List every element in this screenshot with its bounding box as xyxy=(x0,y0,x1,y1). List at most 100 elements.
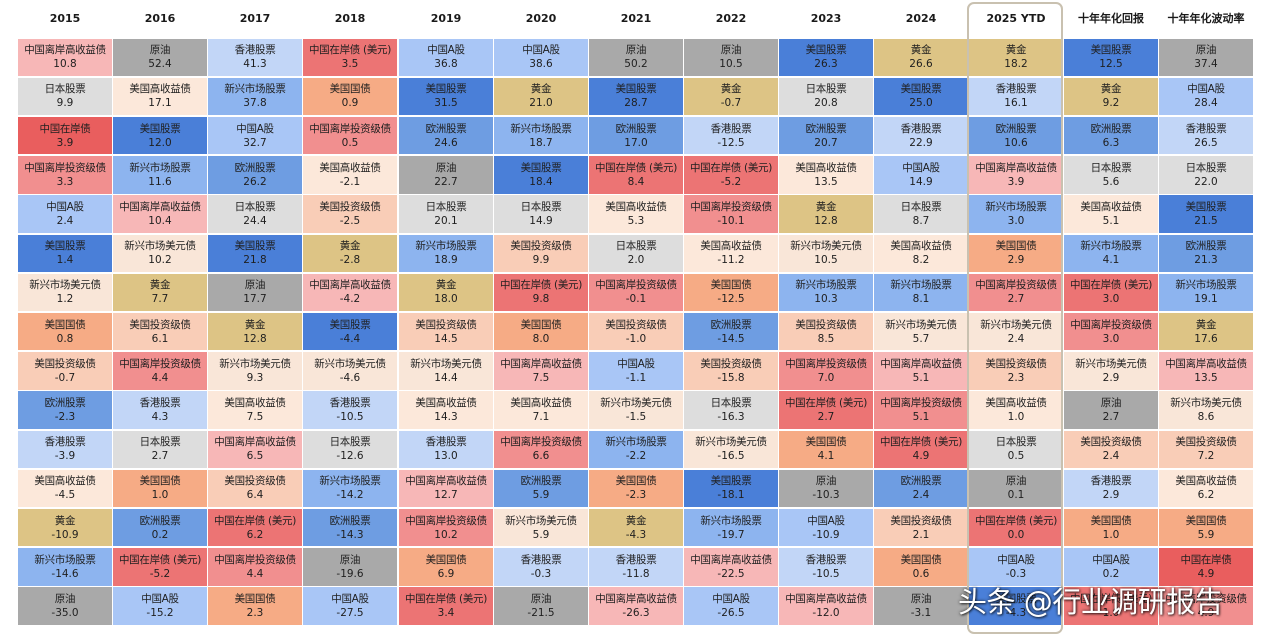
asset-name: 美国投资级债 xyxy=(129,318,190,332)
asset-name: 美国国债 xyxy=(330,82,371,96)
return-value: 1.0 xyxy=(152,488,169,502)
asset-name: 欧洲股票 xyxy=(521,474,562,488)
return-value: 37.8 xyxy=(243,96,266,110)
asset-name: 新兴市场美元债 xyxy=(1170,396,1241,410)
return-value: 2.4 xyxy=(1008,332,1025,346)
return-value: -19.6 xyxy=(336,567,363,581)
quilt-cell: 美国国债 1.0 xyxy=(113,470,207,508)
return-value: 4.4 xyxy=(152,371,169,385)
quilt-cell: 日本股票 -16.3 xyxy=(684,391,778,429)
return-value: -3.9 xyxy=(55,449,76,463)
return-value: 28.7 xyxy=(624,96,647,110)
quilt-cell: 美国股票 31.5 xyxy=(399,78,493,116)
asset-name: 美国股票 xyxy=(521,161,562,175)
quilt-cell: 新兴市场股票 -14.2 xyxy=(303,470,397,508)
asset-name: 美国国债 xyxy=(901,553,942,567)
quilt-cell: 美国国债 5.9 xyxy=(1159,509,1253,547)
asset-name: 新兴市场股票 xyxy=(605,435,666,449)
quilt-cell: 中国A股 14.9 xyxy=(874,156,968,194)
quilt-cell: 新兴市场美元债 5.7 xyxy=(874,313,968,351)
return-value: 28.4 xyxy=(1194,96,1217,110)
asset-name: 香港股票 xyxy=(901,122,942,136)
asset-name: 新兴市场股票 xyxy=(795,278,856,292)
return-value: -10.1 xyxy=(717,214,744,228)
asset-name: 黄金 xyxy=(245,318,265,332)
asset-name: 美国国债 xyxy=(616,474,657,488)
return-value: -2.3 xyxy=(55,410,76,424)
return-value: -16.5 xyxy=(717,449,744,463)
asset-name: 中国在岸债 (美元) xyxy=(690,161,772,175)
asset-name: 香港股票 xyxy=(996,82,1037,96)
asset-name: 黄金 xyxy=(1006,43,1026,57)
return-value: 50.2 xyxy=(624,57,647,71)
return-value: 6.3 xyxy=(1103,136,1120,150)
asset-name: 原油 xyxy=(1006,474,1026,488)
return-value: 21.3 xyxy=(1194,253,1217,267)
return-value: -14.2 xyxy=(336,488,363,502)
quilt-cell: 中国离岸高收益债 3.9 xyxy=(969,156,1063,194)
asset-name: 中国离岸高收益债 xyxy=(24,43,106,57)
return-value: 5.1 xyxy=(913,371,930,385)
return-value: 10.4 xyxy=(148,214,171,228)
quilt-cell: 中国离岸投资级债 6.6 xyxy=(494,431,588,469)
return-value: -22.5 xyxy=(717,567,744,581)
quilt-cell: 新兴市场股票 11.6 xyxy=(113,156,207,194)
return-value: 10.5 xyxy=(719,57,742,71)
asset-name: 美国国债 xyxy=(235,592,276,606)
quilt-cell: 新兴市场美元债 -16.5 xyxy=(684,431,778,469)
return-value: 17.1 xyxy=(148,96,171,110)
quilt-cell: 中国离岸高收益债 7.5 xyxy=(494,352,588,390)
quilt-cell: 中国在岸债 (美元) -5.2 xyxy=(684,156,778,194)
quilt-cell: 原油 0.1 xyxy=(969,470,1063,508)
quilt-cell: 美国高收益债 -11.2 xyxy=(684,235,778,273)
asset-name: 中国离岸高收益债 xyxy=(785,592,867,606)
quilt-cell: 新兴市场股票 -2.2 xyxy=(589,431,683,469)
asset-name: 中国A股 xyxy=(712,592,749,606)
asset-name: 日本股票 xyxy=(45,82,86,96)
asset-name: 黄金 xyxy=(531,82,551,96)
return-value: 3.4 xyxy=(438,606,455,620)
asset-name: 美国投资级债 xyxy=(700,357,761,371)
return-value: 17.6 xyxy=(1194,332,1217,346)
quilt-cell: 原油 2.7 xyxy=(1064,391,1158,429)
asset-name: 中国离岸投资级债 xyxy=(214,553,296,567)
asset-name: 美国投资级债 xyxy=(890,514,951,528)
asset-name: 美国国债 xyxy=(426,553,467,567)
quilt-cell: 美国投资级债 -0.7 xyxy=(18,352,112,390)
quilt-cell: 中国A股 32.7 xyxy=(208,117,302,155)
return-value: 6.2 xyxy=(247,528,264,542)
return-value: -0.1 xyxy=(626,292,647,306)
return-value: 16.1 xyxy=(1004,96,1027,110)
watermark: 头条 @行业调研报告 xyxy=(958,582,1276,622)
quilt-cell: 香港股票 2.9 xyxy=(1064,470,1158,508)
quilt-cell: 日本股票 20.1 xyxy=(399,195,493,233)
asset-name: 美国投资级债 xyxy=(510,239,571,253)
quilt-cell: 中国离岸投资级债 10.2 xyxy=(399,509,493,547)
quilt-cell: 原油 -35.0 xyxy=(18,587,112,625)
quilt-cell: 新兴市场股票 18.7 xyxy=(494,117,588,155)
asset-name: 中国在岸债 (美元) xyxy=(785,396,867,410)
return-value: 3.3 xyxy=(57,175,74,189)
quilt-cell: 欧洲股票 24.6 xyxy=(399,117,493,155)
asset-name: 中国离岸高收益债 xyxy=(405,474,487,488)
return-value: 7.7 xyxy=(152,292,169,306)
quilt-cell: 黄金 18.2 xyxy=(969,39,1063,77)
quilt-cell: 美国投资级债 -2.5 xyxy=(303,195,397,233)
return-value: 12.7 xyxy=(434,488,457,502)
quilt-cell: 中国离岸投资级债 7.0 xyxy=(779,352,873,390)
return-value: -0.7 xyxy=(721,96,742,110)
return-value: 4.9 xyxy=(913,449,930,463)
column-header: 2017 xyxy=(208,0,302,36)
asset-name: 美国股票 xyxy=(901,82,942,96)
quilt-cell: 中国在岸债 (美元) 4.9 xyxy=(874,431,968,469)
asset-name: 黄金 xyxy=(1196,318,1216,332)
asset-name: 新兴市场股票 xyxy=(1080,239,1141,253)
return-value: 17.7 xyxy=(243,292,266,306)
quilt-cell: 原油 17.7 xyxy=(208,274,302,312)
quilt-cell: 中国A股 28.4 xyxy=(1159,78,1253,116)
return-value: 5.1 xyxy=(1103,214,1120,228)
quilt-cell: 黄金 7.7 xyxy=(113,274,207,312)
asset-name: 新兴市场美元债 xyxy=(790,239,861,253)
quilt-cell: 美国高收益债 5.3 xyxy=(589,195,683,233)
